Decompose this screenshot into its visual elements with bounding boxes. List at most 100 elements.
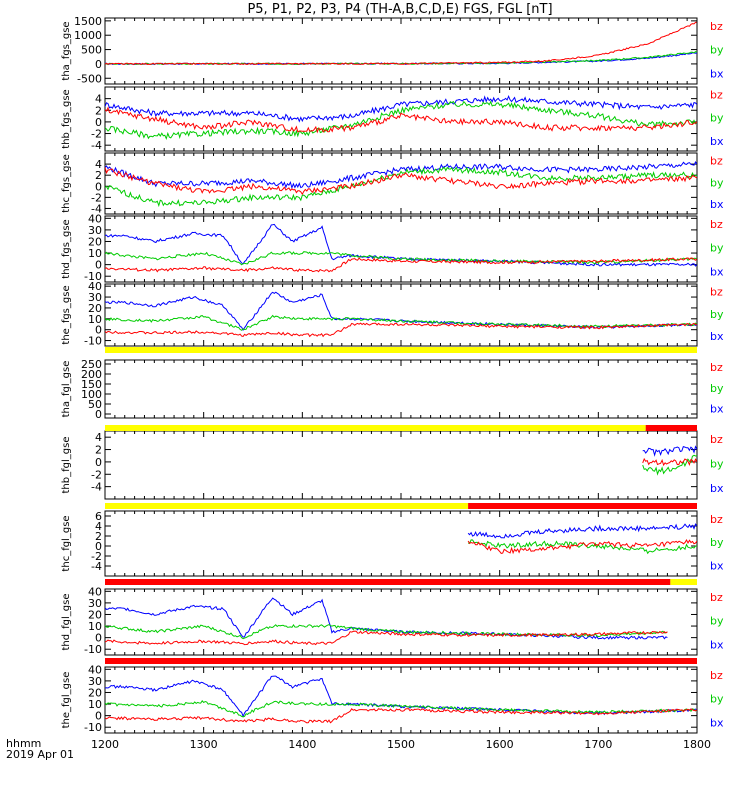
y-tick-label: 40 [88,212,102,225]
legend-by: by [710,242,724,255]
series-line-bx [105,675,697,718]
status-bar-yellow [105,347,697,353]
y-tick-label: 100 [81,388,102,401]
y-tick-label: 20 [88,302,102,315]
legend-by: by [710,458,724,471]
y-tick-label: 0 [95,58,102,71]
legend-bz: bz [710,89,723,102]
y-tick-label: 30 [88,291,102,304]
x-tick-label: 1600 [486,738,514,751]
series-group [105,291,697,338]
y-tick-label: 40 [88,663,102,676]
y-axis-label: thc_fgl_gse [61,515,72,571]
y-tick-label: -2 [91,468,102,481]
panel-frame [104,510,698,577]
y-tick-label: 0 [95,632,102,645]
series-line-by [642,454,697,476]
y-tick-label: -10 [84,270,102,283]
series-line-bx [105,597,668,640]
series-line-bz [467,538,697,555]
y-axis-label: thd_fgs_gse [61,219,72,278]
panel-frame [104,215,698,283]
legend-bx: bx [710,135,724,148]
y-axis-label: thd_fgl_gse [61,594,72,651]
panel-thb_fgl_gse: 420-2-4 thb_fgl_gse bz by bx [61,425,724,500]
y-tick-label: -10 [84,335,102,348]
y-tick-label: 500 [81,44,102,57]
y-tick-label: 0 [95,540,102,553]
series-group [105,161,697,208]
x-tick-label: 1700 [584,738,612,751]
panel-thb_fgs_gse: 420-2-4 thb_fgs_gse bz by bx [61,86,724,152]
y-axis-label: the_fgs_gse [61,285,72,344]
series-line-by [105,314,697,331]
y-tick-label: 0 [95,259,102,272]
y-tick-label: 10 [88,313,102,326]
series-group [642,445,697,476]
panel-frame [104,86,698,152]
legend-bx: bx [710,198,724,211]
legend-bx: bx [710,330,724,343]
series-line-bz [642,457,697,467]
y-tick-label: 40 [88,585,102,598]
legend-bz: bz [710,591,723,604]
y-tick-label: 1000 [74,29,102,42]
series-line-by [105,100,697,141]
series-line-bz [105,708,697,724]
status-bar-red [468,503,697,509]
y-tick-label: 200 [81,368,102,381]
y-tick-label: 2 [95,530,102,543]
legend-bx: bx [710,560,724,573]
series-group [105,675,697,724]
y-tick-label: 20 [88,235,102,248]
panel-frame [104,359,698,419]
series-group [105,21,697,66]
y-tick-label: 150 [81,378,102,391]
y-tick-label: -10 [84,721,102,734]
y-tick-label: -4 [91,560,102,573]
legend-by: by [710,176,724,189]
y-tick-label: 0 [95,408,102,421]
y-axis-label: tha_fgs_gse [61,21,72,80]
status-bar-red [645,425,697,431]
series-line-by [105,251,697,266]
y-tick-label: -4 [91,481,102,494]
legend-bz: bz [710,218,723,231]
y-tick-label: 10 [88,247,102,260]
y-tick-label: -2 [91,550,102,563]
series-line-bz [105,257,697,273]
legend-by: by [710,693,724,706]
y-axis-label: the_fgl_gse [61,672,72,729]
series-line-by [105,699,697,718]
y-tick-label: 20 [88,686,102,699]
series-line-by [468,539,697,555]
y-tick-label: 0 [95,116,102,129]
legend-by: by [710,615,724,628]
series-line-bz [105,167,697,196]
legend-bx: bx [710,482,724,495]
y-tick-label: 30 [88,224,102,237]
panel-frame [104,430,698,500]
y-tick-label: 0 [95,324,102,337]
series-group [105,223,697,273]
y-tick-label: 10 [88,698,102,711]
y-tick-label: -4 [91,139,102,152]
x-axis-label-hhmm: hhmm [6,737,41,750]
x-tick-label: 1500 [387,738,415,751]
y-tick-label: 4 [95,93,102,106]
panel-frame [104,588,698,656]
chart-title: P5, P1, P2, P3, P4 (TH-A,B,C,D,E) FGS, F… [247,2,552,17]
legend-by: by [710,382,724,395]
x-tick-label: 1800 [683,738,711,751]
y-tick-label: 30 [88,675,102,688]
y-tick-label: 4 [95,158,102,171]
y-tick-label: 6 [95,510,102,523]
series-line-bz [105,630,668,646]
series-line-bx [105,223,697,267]
series-line-bz [105,106,697,134]
